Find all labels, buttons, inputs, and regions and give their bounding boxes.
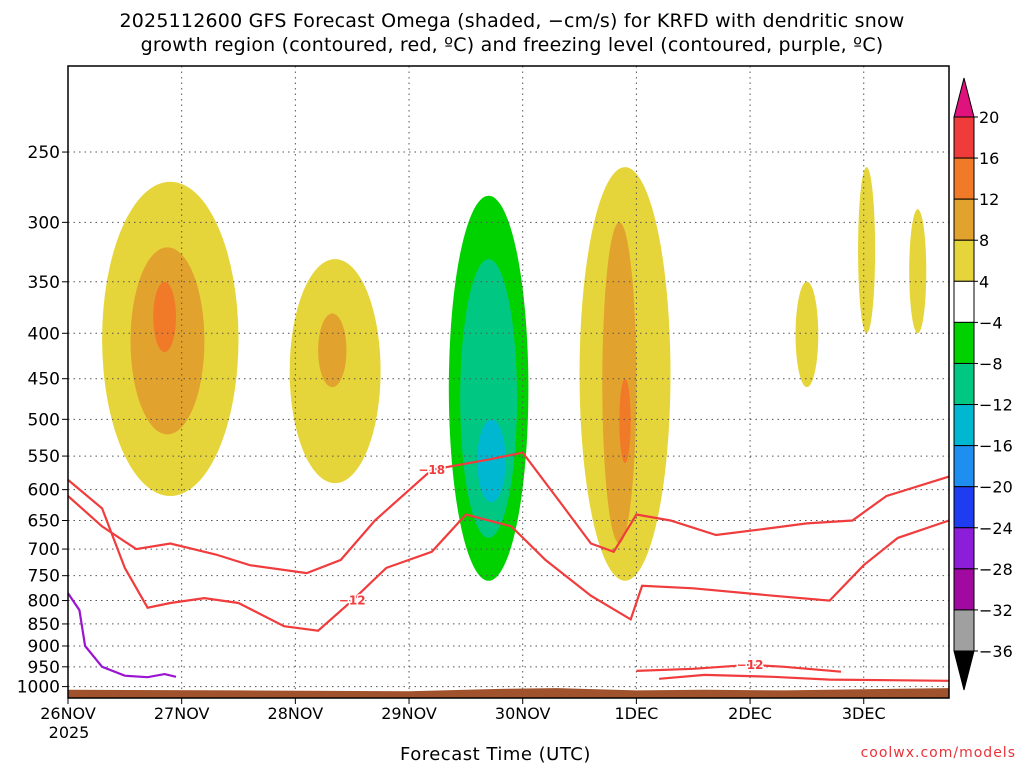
x-tick-label-3: 29NOV — [381, 704, 437, 723]
plot-frame — [67, 65, 950, 699]
colorbar-label-8: −16 — [979, 437, 1013, 456]
x-year-label: 2025 — [49, 723, 90, 742]
y-tick-label-13: 900 — [28, 637, 60, 657]
y-tick-label-4: 450 — [28, 370, 60, 390]
y-tick-label-5: 500 — [28, 410, 60, 430]
contours: −18 −12 −12 — [67, 451, 950, 682]
omega-shading — [102, 66, 927, 651]
ground-area — [68, 688, 949, 698]
y-tick-label-10: 750 — [28, 567, 60, 587]
y-tick-label-9: 700 — [28, 540, 60, 560]
y-tick-label-0: 250 — [28, 143, 60, 163]
omega-region-7 — [619, 378, 631, 464]
colorbar-label-3: 8 — [979, 231, 989, 250]
colorbar-label-6: −8 — [979, 354, 1003, 373]
x-tick-label-2: 28NOV — [268, 704, 324, 723]
red-contour-2 — [636, 663, 842, 673]
y-tick-label-7: 600 — [28, 481, 60, 501]
colorbar-bin-12 — [953, 609, 975, 652]
colorbar-label-0: 20 — [979, 108, 999, 127]
colorbar: 20 16 12 8 4 −4 −8 −12 −16 −20 −24 −28 −32 −36 — [953, 77, 1013, 691]
x-tick-label-1: 27NOV — [154, 704, 210, 723]
colorbar-label-9: −20 — [979, 478, 1013, 497]
y-tick-label-15: 1000 — [17, 678, 60, 698]
red-contour-3 — [659, 673, 950, 682]
colorbar-bin-5 — [953, 321, 975, 364]
colorbar-label-1: 16 — [979, 149, 999, 168]
x-tick-label-6: 2DEC — [728, 704, 772, 723]
colorbar-over-arrow — [953, 77, 975, 118]
x-tick-label-4: 30NOV — [495, 704, 551, 723]
y-tick-label-6: 550 — [28, 447, 60, 467]
chart-title-line1: 2025112600 GFS Forecast Omega (shaded, −… — [119, 10, 905, 32]
omega-region-2 — [153, 281, 176, 353]
red-contour-label-1: −12 — [339, 594, 366, 608]
colorbar-under-arrow — [953, 650, 975, 691]
purple-contour-0 — [67, 592, 177, 679]
credit-text: coolwx.com/models — [860, 745, 1016, 761]
y-axis: 2503003504004505005506006507007508008509… — [17, 143, 68, 698]
colorbar-bin-10 — [953, 527, 975, 570]
colorbar-bin-0 — [953, 116, 975, 159]
omega-region-11 — [477, 419, 506, 503]
omega-region-13 — [858, 167, 876, 334]
y-tick-label-3: 400 — [28, 324, 60, 344]
colorbar-label-13: −36 — [979, 642, 1013, 661]
colorbar-label-2: 12 — [979, 190, 999, 209]
omega-region-4 — [318, 313, 347, 388]
x-tick-label-5: 1DEC — [614, 704, 658, 723]
chart-title-line2: growth region (contoured, red, ºC) and f… — [140, 34, 884, 56]
colorbar-bin-1 — [953, 157, 975, 200]
colorbar-bin-2 — [953, 198, 975, 241]
omega-region-6 — [602, 222, 637, 544]
colorbar-bin-7 — [953, 404, 975, 447]
x-axis-title: Forecast Time (UTC) — [400, 744, 591, 765]
grid-lines — [67, 66, 949, 698]
colorbar-bin-9 — [953, 486, 975, 529]
colorbar-bin-11 — [953, 568, 975, 611]
red-contour-label-0: −18 — [418, 463, 445, 477]
y-tick-label-11: 800 — [28, 592, 60, 612]
y-tick-label-12: 850 — [28, 615, 60, 635]
y-tick-label-14: 950 — [28, 658, 60, 678]
omega-region-14 — [909, 209, 927, 334]
omega-region-12 — [795, 281, 819, 388]
y-tick-label-2: 350 — [28, 273, 60, 293]
colorbar-label-4: 4 — [979, 272, 989, 291]
red-contour-0 — [67, 451, 950, 575]
x-tick-label-0: 26NOV — [40, 704, 96, 723]
colorbar-label-5: −4 — [979, 313, 1003, 332]
colorbar-label-11: −28 — [979, 560, 1013, 579]
colorbar-bin-6 — [953, 362, 975, 406]
red-contour-1 — [67, 479, 950, 632]
y-tick-label-8: 650 — [28, 511, 60, 531]
colorbar-bin-3 — [953, 239, 975, 282]
colorbar-bin-4 — [953, 280, 975, 323]
x-axis: 26NOV 27NOV 28NOV 29NOV 30NOV 1DEC 2DEC 3DEC 202… — [40, 698, 886, 742]
colorbar-label-10: −24 — [979, 519, 1013, 538]
colorbar-bin-8 — [953, 445, 975, 488]
ground-terrain — [68, 688, 949, 698]
y-tick-label-1: 300 — [28, 213, 60, 233]
x-tick-label-7: 3DEC — [842, 704, 886, 723]
colorbar-label-12: −32 — [979, 601, 1013, 620]
red-contour-label-2: −12 — [737, 658, 764, 672]
colorbar-label-7: −12 — [979, 396, 1013, 415]
